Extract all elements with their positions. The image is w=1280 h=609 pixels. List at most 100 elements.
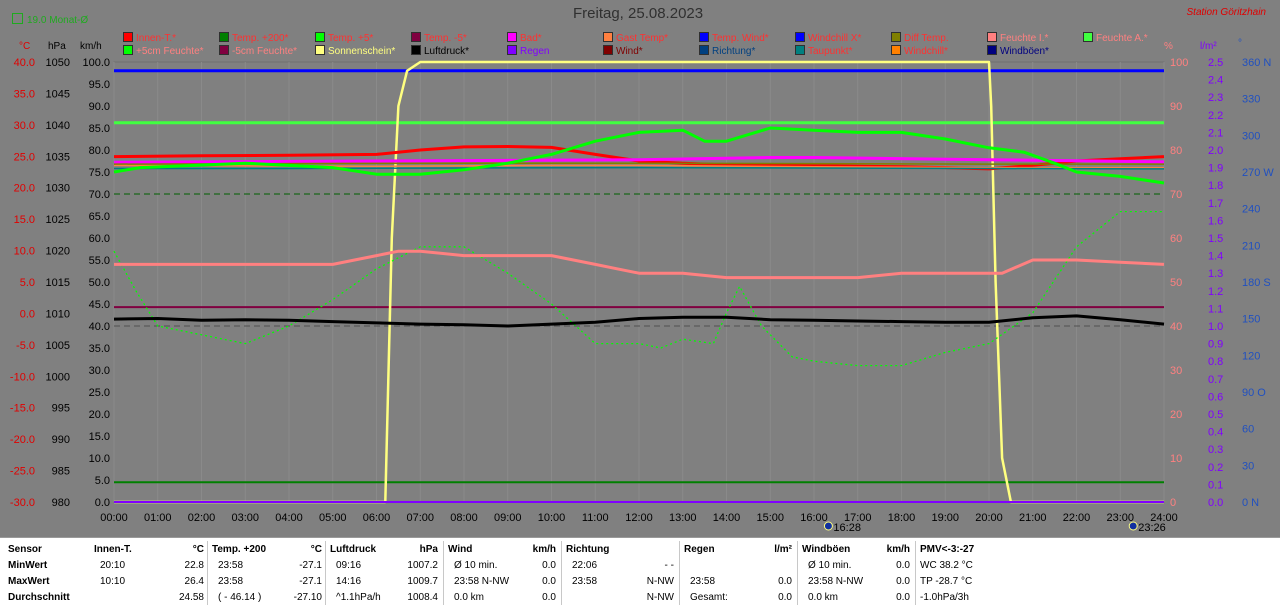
table-cell-value: -27.1 xyxy=(299,576,322,587)
axis-tick-pressure_hpa: 985 xyxy=(52,466,70,478)
axis-tick-wind_kmh: 15.0 xyxy=(89,431,110,443)
axis-tick-wind_kmh: 20.0 xyxy=(89,409,110,421)
table-column-header: Innen-T. xyxy=(94,544,132,555)
axis-tick-pressure_hpa: 1020 xyxy=(46,246,70,258)
table-cell-value: N-NW xyxy=(646,592,674,603)
axis-tick-humidity_pct: 70 xyxy=(1170,189,1182,201)
axis-tick-direction_deg: 360 N xyxy=(1242,57,1271,69)
x-tick-label: 18:00 xyxy=(888,512,916,524)
legend-item: Windchill* xyxy=(891,45,948,57)
table-column-separator xyxy=(797,541,798,605)
axis-tick-rain_lm2: 0.3 xyxy=(1208,444,1223,456)
table-column-separator xyxy=(561,541,562,605)
legend-label: Wind* xyxy=(616,46,643,57)
table-column-header: PMV<-3:-27 xyxy=(920,544,975,555)
x-tick-label: 01:00 xyxy=(144,512,172,524)
legend-swatch xyxy=(123,45,133,55)
axis-tick-wind_kmh: 50.0 xyxy=(89,277,110,289)
axis-tick-rain_lm2: 1.8 xyxy=(1208,180,1223,192)
row-label-min: MinWert xyxy=(8,560,48,571)
table-cell-value: 0.0 xyxy=(542,592,556,603)
x-tick-label: 15:00 xyxy=(756,512,784,524)
legend-swatch xyxy=(699,32,709,42)
row-label-max: MaxWert xyxy=(8,576,50,587)
table-column: Temp. +200 °C 23:58 -27.1 23:58 -27.1 ( - 46.1… xyxy=(212,541,322,607)
axis-tick-wind_kmh: 25.0 xyxy=(89,387,110,399)
x-tick-label: 22:00 xyxy=(1063,512,1091,524)
legend-label: Sonnenschein* xyxy=(328,46,396,57)
axis-tick-rain_lm2: 0.0 xyxy=(1208,497,1223,509)
x-tick-label: 05:00 xyxy=(319,512,347,524)
axis-tick-rain_lm2: 0.8 xyxy=(1208,356,1223,368)
table-cell-label: 23:58 xyxy=(218,576,244,587)
table-cell-label: 20:10 xyxy=(100,560,126,571)
table-cell-label: 14:16 xyxy=(336,576,362,587)
legend-item: Innen-T.* xyxy=(123,32,176,44)
unit-celsius: °C xyxy=(19,41,31,52)
legend-swatch xyxy=(699,45,709,55)
legend-swatch xyxy=(987,32,997,42)
axis-tick-humidity_pct: 100 xyxy=(1170,57,1188,69)
axis-tick-pressure_hpa: 1040 xyxy=(46,120,70,132)
x-tick-label: 09:00 xyxy=(494,512,522,524)
axis-tick-humidity_pct: 90 xyxy=(1170,101,1182,113)
table-cell-label: -1.0hPa/3h xyxy=(920,592,969,603)
legend-item: Gast Temp* xyxy=(603,32,668,44)
axis-tick-pressure_hpa: 1000 xyxy=(46,371,70,383)
axis-tick-wind_kmh: 100.0 xyxy=(82,57,110,69)
table-column-separator xyxy=(443,541,444,605)
axis-tick-rain_lm2: 0.9 xyxy=(1208,339,1223,351)
table-cell-label: 23:58 xyxy=(218,560,244,571)
x-tick-label: 08:00 xyxy=(450,512,478,524)
axis-tick-rain_lm2: 0.6 xyxy=(1208,391,1223,403)
table-cell-value: 0.0 xyxy=(896,560,910,571)
table-cell-value: 22.8 xyxy=(184,560,204,571)
legend-item: Temp. +5* xyxy=(315,32,373,44)
axis-tick-rain_lm2: 2.2 xyxy=(1208,110,1223,122)
table-column-separator xyxy=(679,541,680,605)
legend-swatch xyxy=(123,32,133,42)
legend-swatch xyxy=(315,32,325,42)
moon-icon xyxy=(823,521,833,531)
axis-tick-direction_deg: 120 xyxy=(1242,350,1260,362)
legend-item: Windböen* xyxy=(987,45,1049,57)
axis-tick-wind_kmh: 10.0 xyxy=(89,453,110,465)
legend-swatch xyxy=(987,45,997,55)
legend-swatch xyxy=(795,32,805,42)
table-cell-value: 0.0 xyxy=(778,592,792,603)
table-column: Windböen km/h Ø 10 min. 0.0 23:58 N-NW 0.0 0.0… xyxy=(802,541,910,607)
axis-tick-wind_kmh: 0.0 xyxy=(95,497,110,509)
legend-swatch xyxy=(891,45,901,55)
legend-swatch xyxy=(507,32,517,42)
table-column: PMV<-3:-27 WC 38.2 °C TP -28.7 °C -1.0hPa/3… xyxy=(920,541,1030,607)
legend-swatch xyxy=(219,45,229,55)
table-column: Richtung 22:06 - - 23:58 N-NW N-NW xyxy=(566,541,674,607)
table-cell-value: 26.4 xyxy=(184,576,204,587)
axis-tick-direction_deg: 330 xyxy=(1242,94,1260,106)
axis-tick-wind_kmh: 95.0 xyxy=(89,79,110,91)
legend-item: Regen xyxy=(507,45,549,57)
series-line-taupunkt xyxy=(114,166,1165,170)
table-column-header: Temp. +200 xyxy=(212,544,267,555)
x-tick-label: 10:00 xyxy=(538,512,566,524)
axis-tick-rain_lm2: 1.2 xyxy=(1208,286,1223,298)
axis-tick-pressure_hpa: 1035 xyxy=(46,151,70,163)
axis-tick-rain_lm2: 0.2 xyxy=(1208,462,1223,474)
legend-item: Feuchte A.* xyxy=(1083,32,1148,44)
table-cell-label: Ø 10 min. xyxy=(454,560,498,571)
series-line-diff-temp xyxy=(113,162,1164,165)
legend-item: Taupunkt* xyxy=(795,45,852,57)
x-tick-label: 07:00 xyxy=(406,512,434,524)
legend-swatch xyxy=(603,32,613,42)
unit-percent: % xyxy=(1164,41,1173,52)
axis-tick-rain_lm2: 0.5 xyxy=(1208,409,1223,421)
axis-tick-rain_lm2: 1.7 xyxy=(1208,198,1223,210)
x-tick-label: 20:00 xyxy=(975,512,1003,524)
legend-label: Bad* xyxy=(520,33,542,44)
axis-tick-pressure_hpa: 990 xyxy=(52,434,70,446)
axis-tick-temp_c: 40.0 xyxy=(14,57,35,69)
axis-tick-temp_c: 25.0 xyxy=(14,151,35,163)
axis-tick-direction_deg: 270 W xyxy=(1242,167,1274,179)
axis-tick-pressure_hpa: 1045 xyxy=(46,88,70,100)
axis-tick-direction_deg: 300 xyxy=(1242,130,1260,142)
